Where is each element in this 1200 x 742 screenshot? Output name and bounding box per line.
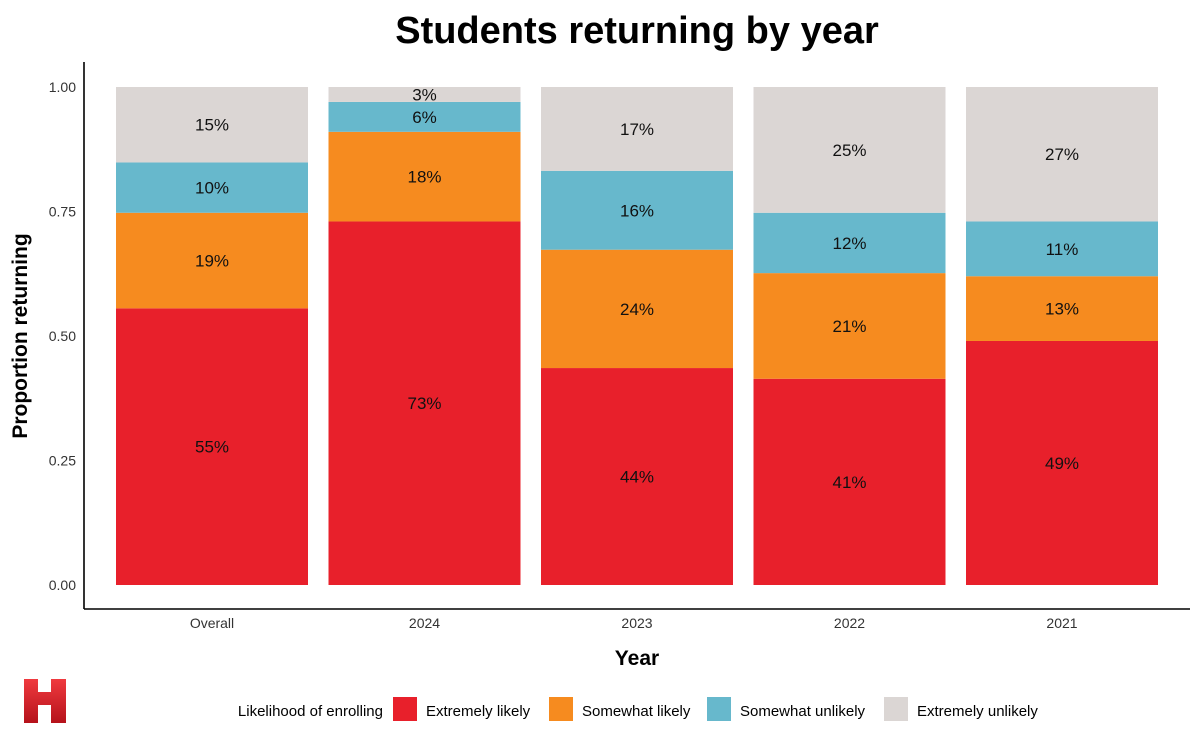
data-label: 25% [832,141,866,160]
bar-overall-extremely-likely [116,308,308,585]
x-tick-label: 2024 [409,615,440,631]
bar-2021-somewhat-likely [966,276,1158,341]
y-tick-label: 0.75 [49,204,76,220]
y-tick-label: 0.50 [49,328,76,344]
data-label: 13% [1045,300,1079,319]
data-label: 16% [620,201,654,220]
h-logo-icon [24,679,66,723]
bar-2021-somewhat-unlikely [966,221,1158,277]
legend-label: Somewhat likely [582,703,691,720]
legend-key-somewhat-unlikely [707,697,731,721]
bar-2022-somewhat-unlikely [753,212,946,274]
bar-2022-somewhat-likely [753,273,946,379]
data-label: 55% [195,438,229,457]
x-tick-label: 2023 [621,615,652,631]
data-label: 18% [407,168,441,187]
data-label: 17% [620,120,654,139]
x-ticks-layer: Overall 2024 2023 2022 2021 [190,615,1078,631]
bar-2023-somewhat-unlikely [541,170,733,250]
data-label: 73% [407,394,441,413]
legend-key-extremely-unlikely [884,697,908,721]
data-label: 41% [832,473,866,492]
data-label: 27% [1045,145,1079,164]
data-label: 19% [195,252,229,271]
legend-label: Somewhat unlikely [740,703,866,720]
bar-2022-extremely-likely [753,378,946,585]
y-ticks-layer: 0.00 0.25 0.50 0.75 1.00 [49,79,76,593]
data-label: 12% [832,234,866,253]
bar-2023-extremely-likely [541,368,733,585]
data-label: 11% [1046,240,1079,259]
legend-key-extremely-likely [393,697,417,721]
legend-label: Extremely unlikely [917,703,1038,720]
data-label: 6% [412,108,437,127]
bar-overall-extremely-unlikely [116,87,308,163]
bar-2023-somewhat-likely [541,249,733,369]
y-tick-label: 0.25 [49,453,76,469]
chart-title: Students returning by year [395,10,879,52]
data-label: 10% [195,179,229,198]
bar-overall-somewhat-unlikely [116,162,308,213]
legend: Likelihood of enrolling Extremely likely… [238,697,1038,721]
bar-2024-extremely-likely [328,221,521,585]
data-label: 15% [195,116,229,135]
data-labels-layer: 55% 19% 10% 15% 73% 18% 6% 3% 44% 24% 16% 17% 41% 21%… [195,85,1079,491]
bar-2024-somewhat-likely [328,131,521,222]
x-tick-label: Overall [190,615,234,631]
data-label: 49% [1045,454,1079,473]
y-tick-label: 0.00 [49,577,76,593]
y-axis-title: Proportion returning [9,233,32,438]
y-tick-label: 1.00 [49,79,76,95]
bar-2022-extremely-unlikely [753,87,946,213]
legend-label: Extremely likely [426,703,531,720]
data-label: 3% [412,85,437,104]
legend-title: Likelihood of enrolling [238,703,383,720]
bar-2023-extremely-unlikely [541,87,733,171]
bar-2024-extremely-unlikely [328,87,521,102]
bars-layer [116,87,1158,585]
bar-2021-extremely-unlikely [966,87,1158,222]
data-label: 24% [620,300,654,319]
data-label: 44% [620,468,654,487]
x-tick-label: 2021 [1046,615,1077,631]
data-label: 21% [832,317,866,336]
legend-key-somewhat-likely [549,697,573,721]
x-tick-label: 2022 [834,615,865,631]
bar-2021-extremely-likely [966,340,1158,585]
bar-overall-somewhat-likely [116,212,308,309]
bar-2024-somewhat-unlikely [328,101,521,132]
x-axis-title: Year [615,647,659,670]
